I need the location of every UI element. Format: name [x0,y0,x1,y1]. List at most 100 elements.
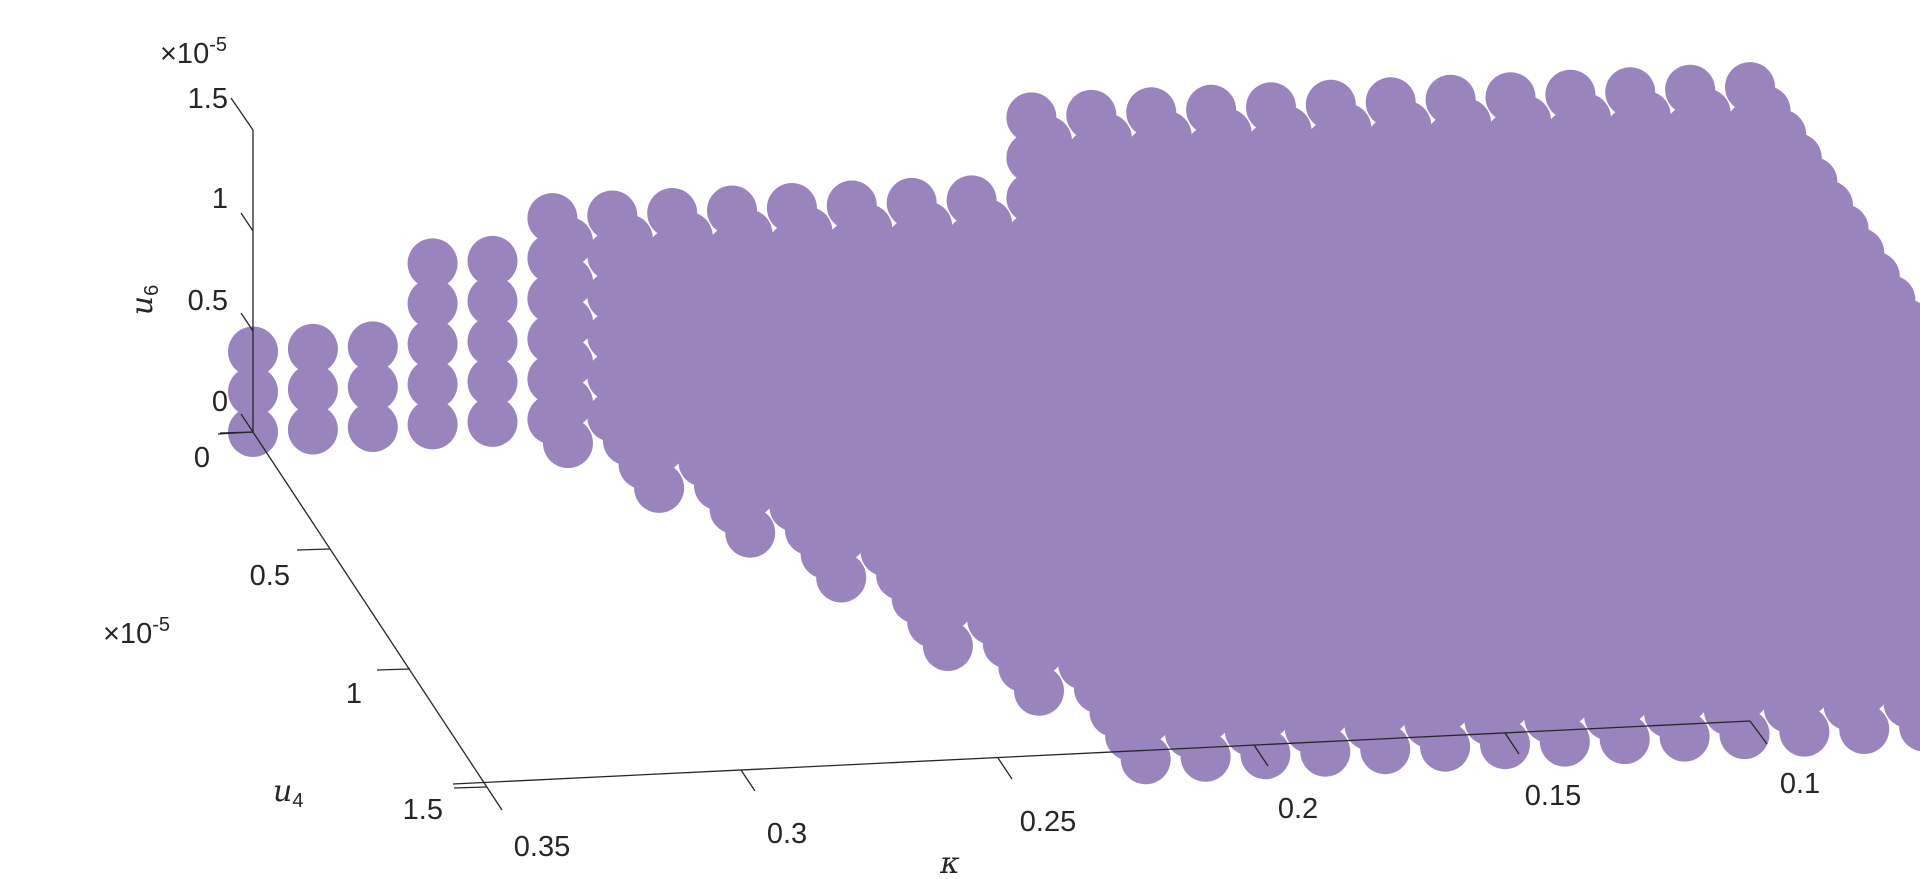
scatter-point [1779,465,1830,515]
scatter-point [725,386,776,437]
scatter-point [922,580,973,631]
scatter-point [1120,734,1171,785]
scatter-point [1480,558,1530,609]
x-tick-label: 0.25 [1020,806,1076,838]
scatter-point [1719,427,1770,478]
scatter-point [1360,563,1411,614]
scatter-point [1120,694,1171,744]
scatter-point [1180,570,1231,621]
scatter-point [1899,661,1920,711]
scatter-point [1659,429,1710,480]
scatter-point [725,507,776,558]
scatter-point [1539,676,1590,727]
scatter-point [1014,585,1064,636]
y-tick-label: 0.5 [250,560,290,592]
x-tick-label: 0.35 [514,831,570,863]
scatter-point [1240,729,1291,780]
scatter-point [347,361,398,412]
x-tick-label: 0.1 [1780,768,1820,800]
scatter-point [1539,636,1590,687]
x-tick-label: 0.15 [1525,780,1581,812]
scatter-point [1659,510,1710,561]
scatter-point [922,621,973,671]
scatter-point [1480,638,1530,689]
x-axis-label: κ [939,846,960,879]
scatter-point [1839,704,1890,754]
scatter-point [634,422,685,473]
scatter-point [407,359,458,410]
scatter-point [816,351,867,402]
scatter-point [1420,480,1471,531]
scatter-point [1480,477,1530,528]
scatter-point [1240,689,1291,739]
scatter-point [1300,686,1351,737]
z-tick-label: 1 [212,183,228,215]
z-axis-label: u6 [125,285,163,315]
scatter-point [1839,583,1890,634]
scatter-point [347,402,398,452]
scatter-point [1599,553,1650,604]
scatter-point [1899,581,1920,631]
scatter-point [1014,665,1064,716]
scatter-point [1779,424,1830,475]
scatter-point [922,540,973,591]
scatter-point [1240,608,1291,659]
scatter-point [634,382,685,433]
scatter-point [347,321,398,372]
scatter-point [1539,434,1590,485]
x-tick [1253,744,1269,767]
scatter-point [1420,560,1471,611]
scatter-point [1539,515,1590,566]
scatter-point [1360,442,1411,493]
x-tick-label: 0.2 [1278,793,1318,825]
scatter-point [287,323,338,374]
scatter-point [1539,595,1590,646]
scatter-point [725,427,776,478]
z-tick-label: 0.5 [188,285,228,317]
scatter-point [407,278,458,329]
scatter-point [1779,545,1830,596]
scatter-point [407,318,458,369]
scatter-point [1839,623,1890,674]
scatter-point [1839,502,1890,553]
scatter-point [1240,568,1291,619]
scatter-point [1899,500,1920,550]
scatter-point [1240,487,1291,538]
scatter-point [1539,475,1590,525]
scatter-point [1360,482,1411,533]
x-tick [997,757,1013,780]
scatter-point [1899,420,1920,470]
scatter-point [634,301,685,352]
scatter-point [1912,352,1920,390]
scatter-point [543,377,593,428]
scatter-point [1899,540,1920,591]
scatter-point [1480,517,1530,568]
scatter-point [1480,437,1530,488]
x-tick-label: 0.3 [767,818,807,850]
scatter-point [1599,633,1650,684]
x-tick [1504,732,1520,755]
scatter-point [922,419,973,470]
scatter-point [1014,464,1064,515]
scatter-point [543,216,593,267]
scatter-point [1896,322,1920,373]
scatter-point [1014,625,1064,676]
z-multiplier: ×10-5 [160,34,227,70]
scatter-point [725,346,776,397]
scatter-point [1420,681,1471,732]
scatter-point [1480,598,1530,649]
scatter-point [467,276,518,327]
scatter-point [634,261,685,312]
y-tick [453,786,488,789]
scatter-point [1719,548,1770,598]
z-tick-label: 0 [212,386,228,418]
scatter-point [1779,585,1830,636]
z-tick [240,413,254,433]
scatter-point [1240,447,1291,498]
scatter-point [725,306,776,357]
scatter-point [1360,643,1411,694]
scatter-point [1360,603,1411,654]
scatter-point [1420,721,1471,772]
scatter-point [467,356,518,407]
scatter-point [1420,520,1471,571]
